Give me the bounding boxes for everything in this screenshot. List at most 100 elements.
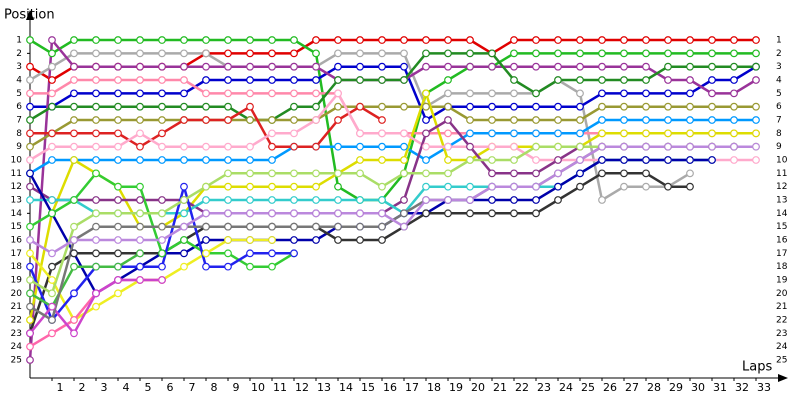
position-marker	[268, 89, 276, 98]
y-tick-label-right: 20	[776, 289, 788, 299]
position-marker	[400, 76, 408, 84]
x-tick-label: 2	[79, 381, 86, 394]
position-marker	[708, 116, 716, 124]
position-marker	[136, 262, 144, 271]
position-marker	[158, 36, 166, 44]
position-marker	[400, 142, 408, 151]
position-marker	[400, 49, 408, 58]
x-tick-label: 31	[713, 381, 727, 394]
position-marker	[290, 169, 298, 178]
position-marker	[246, 182, 254, 191]
position-marker	[708, 49, 716, 58]
x-tick-label: 7	[189, 381, 196, 394]
position-marker	[312, 102, 320, 111]
position-marker	[268, 249, 276, 258]
position-marker	[642, 169, 650, 178]
position-marker	[92, 142, 100, 151]
position-marker	[400, 62, 408, 71]
position-marker	[136, 209, 144, 218]
x-tick-label: 16	[383, 381, 397, 394]
position-marker	[180, 89, 188, 98]
y-tick-label-right: 10	[776, 156, 788, 166]
position-marker	[422, 142, 430, 151]
position-marker	[48, 156, 56, 164]
position-marker	[752, 116, 760, 124]
position-marker	[532, 169, 540, 178]
position-marker	[268, 209, 276, 218]
position-marker	[70, 316, 78, 324]
position-line	[29, 52, 756, 122]
position-marker	[70, 62, 78, 71]
position-marker	[92, 289, 100, 298]
position-marker	[708, 156, 716, 164]
position-marker	[202, 196, 210, 204]
position-marker	[466, 116, 474, 124]
position-marker	[334, 49, 342, 58]
position-marker	[224, 249, 232, 258]
position-line	[29, 105, 756, 148]
position-marker	[598, 36, 606, 44]
position-marker	[224, 196, 232, 204]
position-marker	[356, 49, 364, 58]
position-marker	[378, 156, 386, 164]
position-marker	[26, 76, 34, 84]
position-marker	[26, 356, 34, 364]
position-marker	[510, 62, 518, 71]
position-marker	[334, 89, 342, 98]
y-tick-label: 15	[11, 222, 22, 232]
y-tick-label: 23	[11, 329, 22, 339]
position-marker	[686, 182, 694, 191]
position-marker	[312, 196, 320, 204]
x-tick-label: 29	[669, 381, 683, 394]
position-marker	[26, 142, 34, 151]
position-marker	[356, 36, 364, 44]
position-marker	[620, 62, 628, 71]
position-marker	[378, 182, 386, 191]
position-marker	[92, 209, 100, 218]
x-tick-label: 18	[427, 381, 441, 394]
position-marker	[202, 236, 210, 244]
position-marker	[246, 142, 254, 151]
position-marker	[268, 262, 276, 271]
y-tick-label: 1	[16, 36, 22, 46]
position-marker	[26, 262, 34, 271]
position-marker	[422, 116, 430, 124]
position-marker	[70, 102, 78, 111]
position-marker	[620, 102, 628, 111]
position-marker	[26, 276, 34, 284]
position-marker	[708, 76, 716, 84]
position-marker	[246, 89, 254, 98]
position-marker	[114, 276, 122, 284]
y-tick-label: 22	[11, 315, 22, 325]
position-marker	[26, 182, 34, 191]
y-tick-label-right: 12	[776, 182, 787, 192]
x-tick-label: 32	[735, 381, 749, 394]
position-marker	[114, 236, 122, 244]
position-marker	[576, 102, 584, 111]
position-marker	[532, 89, 540, 98]
position-marker	[180, 62, 188, 71]
position-marker	[180, 102, 188, 111]
position-marker	[290, 249, 298, 258]
position-marker	[136, 236, 144, 244]
position-marker	[92, 76, 100, 84]
position-marker	[620, 116, 628, 124]
position-marker	[114, 289, 122, 298]
position-marker	[202, 182, 210, 191]
position-marker	[26, 62, 34, 71]
position-line	[29, 252, 141, 308]
position-marker	[752, 142, 760, 151]
position-marker	[92, 49, 100, 58]
x-tick-label: 27	[625, 381, 639, 394]
position-marker	[422, 156, 430, 164]
position-marker	[598, 76, 606, 84]
position-marker	[664, 62, 672, 71]
position-marker	[642, 36, 650, 44]
position-marker	[686, 129, 694, 138]
position-line	[29, 38, 756, 82]
x-tick-label: 9	[233, 381, 240, 394]
y-tick-label-right: 16	[776, 235, 788, 245]
position-marker	[158, 156, 166, 164]
position-marker	[224, 222, 232, 231]
position-marker	[554, 156, 562, 164]
